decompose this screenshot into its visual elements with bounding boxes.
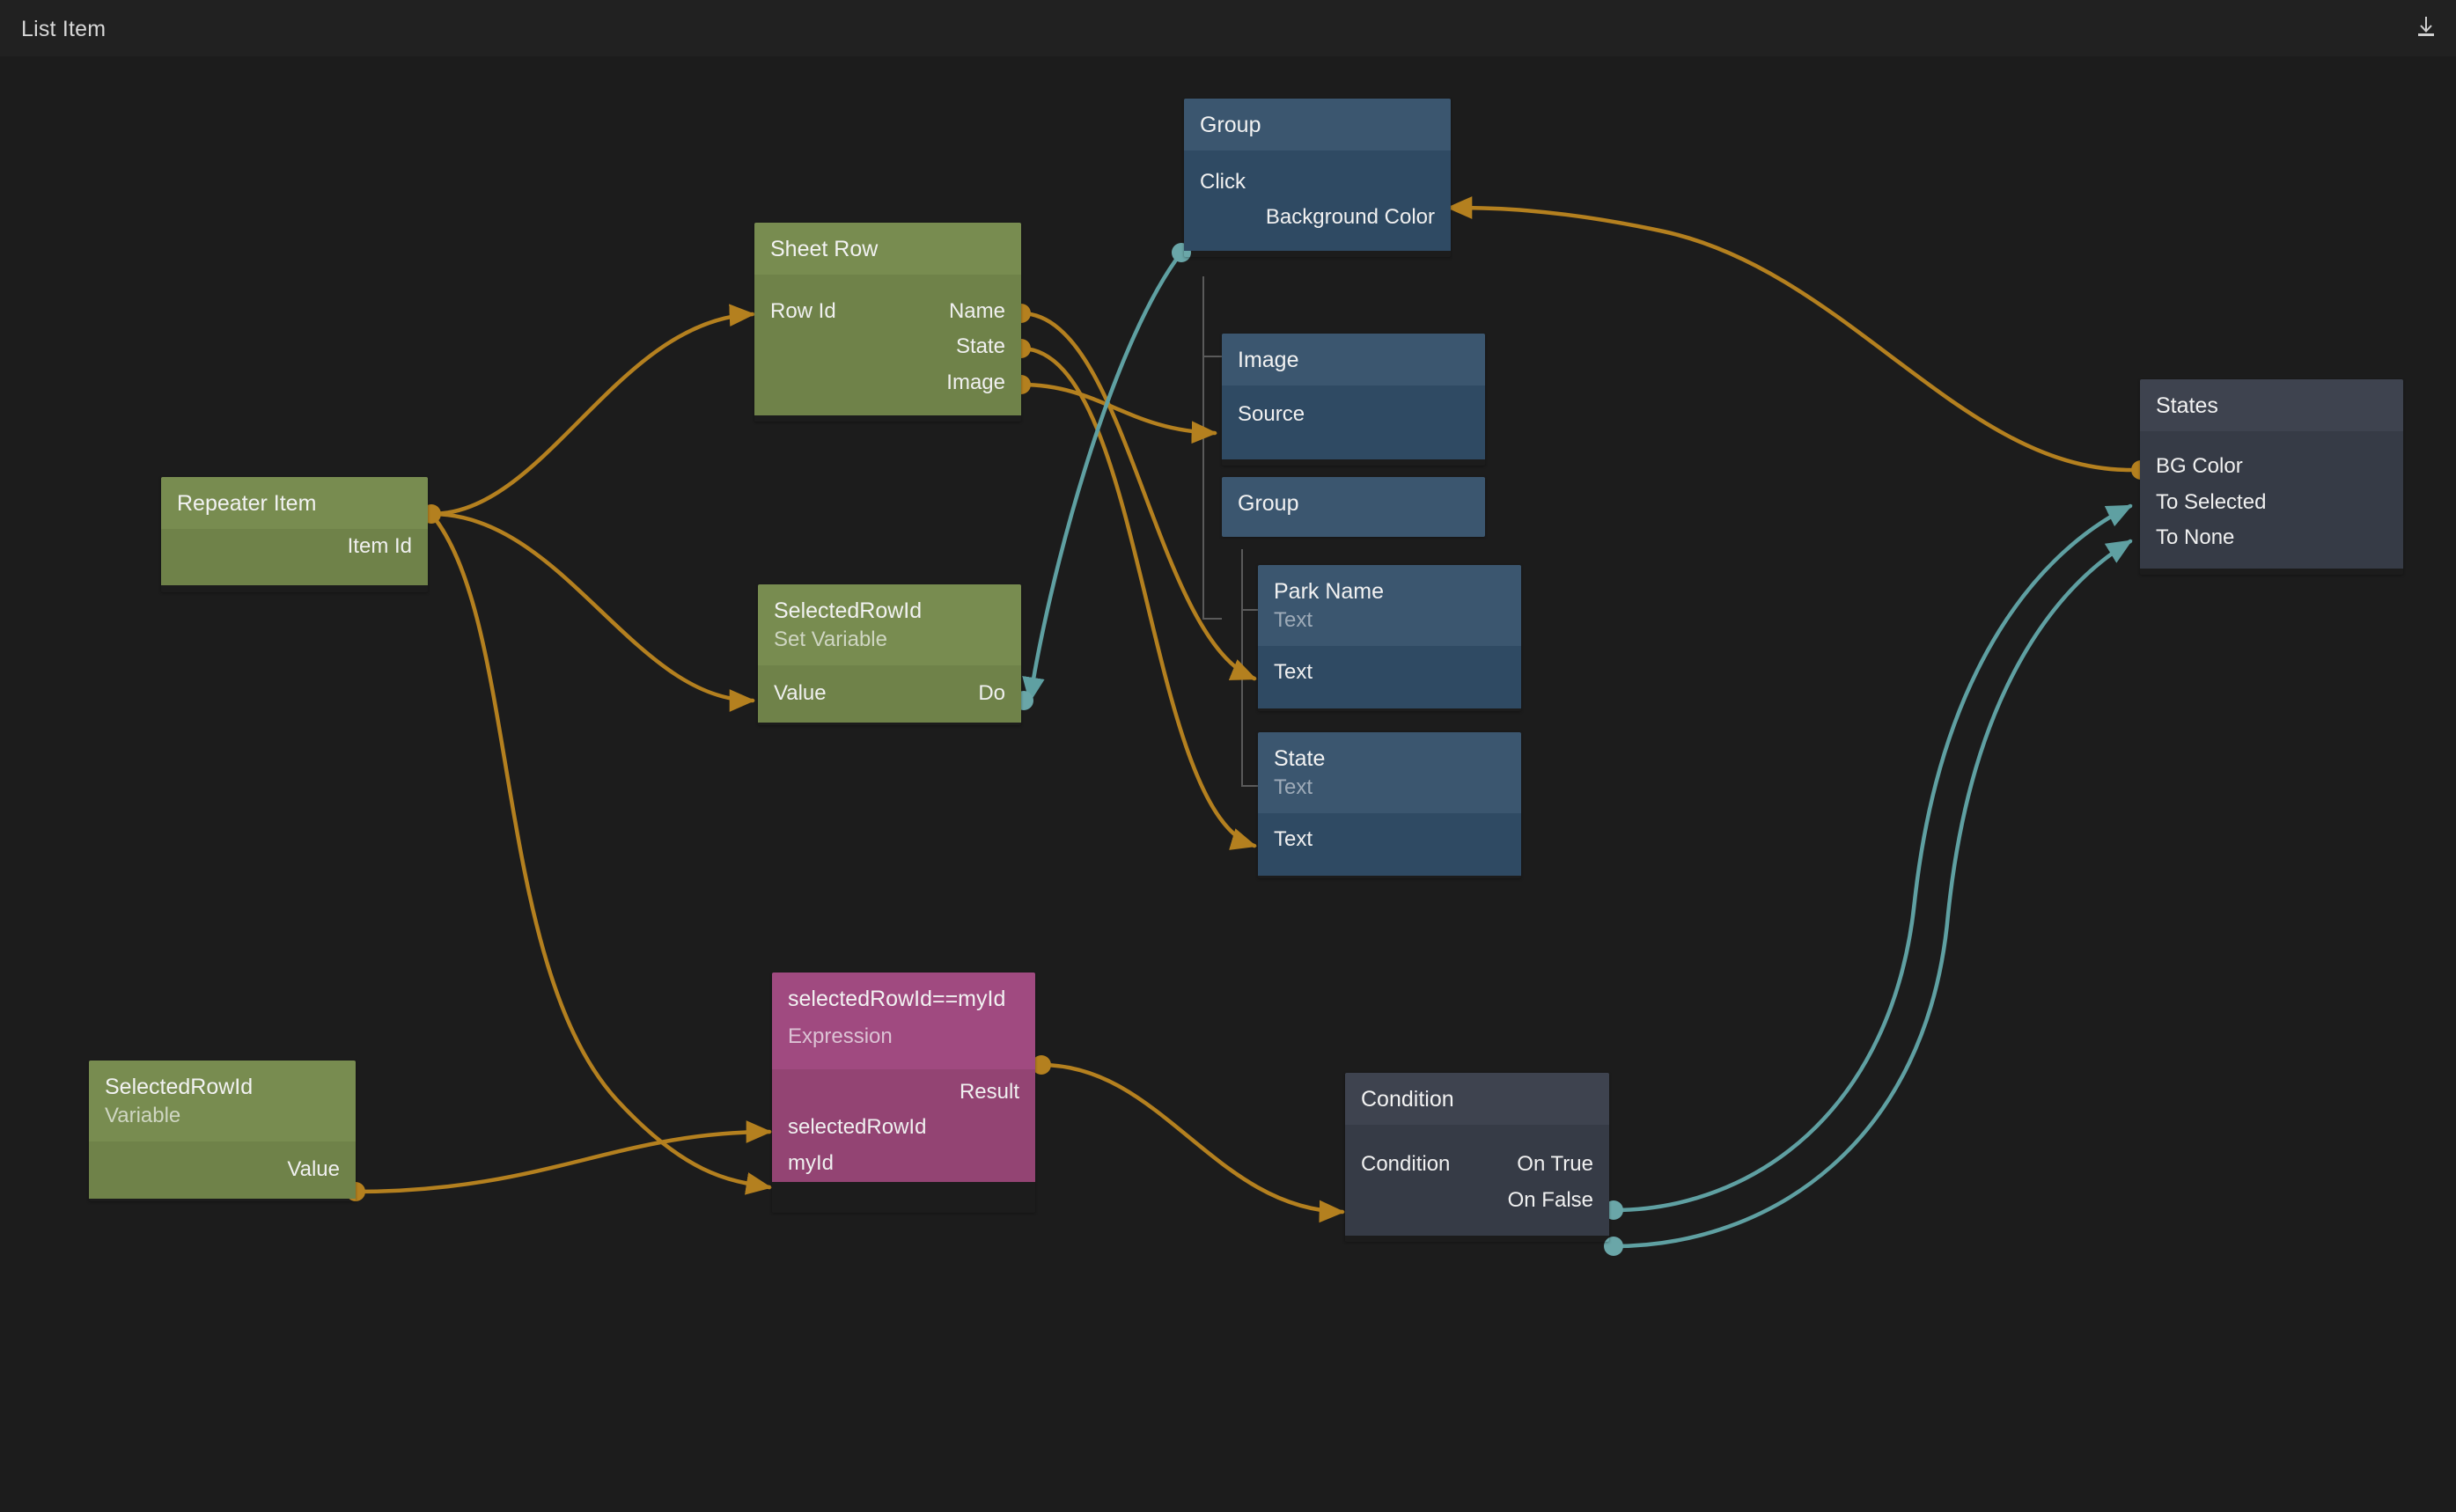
edge-result-to-condition (1039, 1062, 1345, 1223)
port-click[interactable]: Click (1200, 169, 1246, 194)
node-variable-selectedrowid[interactable]: SelectedRowId Variable Value (89, 1061, 356, 1201)
edge-onfalse-to-tonone (1611, 539, 2133, 1249)
node-subtitle: Text (1274, 774, 1313, 799)
edge-itemid-to-rowid (429, 304, 755, 517)
node-body: Row Id Name State Image (754, 274, 1021, 415)
node-state-text[interactable]: State Text Text (1258, 732, 1521, 878)
port-on-true[interactable]: On True (1517, 1151, 1593, 1176)
node-title: SelectedRowId (774, 598, 923, 623)
node-subtitle: Set Variable (774, 627, 887, 651)
port-text[interactable]: Text (1274, 826, 1313, 851)
port-row-id[interactable]: Row Id (770, 298, 836, 323)
node-title: Image (1238, 348, 1299, 372)
node-group-root[interactable]: Group Click Background Color (1184, 99, 1451, 257)
node-title: selectedRowId==myId (788, 987, 1006, 1011)
port-value[interactable]: Value (287, 1156, 340, 1181)
node-header: Park Name Text (1258, 565, 1521, 646)
node-title: Condition (1361, 1087, 1454, 1112)
node-body: Text (1258, 812, 1521, 876)
edge-itemid-to-expression-myid (429, 511, 772, 1195)
node-sheet-row[interactable]: Sheet Row Row Id Name State Image (754, 223, 1021, 422)
port-value[interactable]: Value (774, 680, 827, 705)
node-subtitle: Text (1274, 607, 1313, 632)
node-header: State Text (1258, 732, 1521, 813)
node-body: Item Id (161, 528, 428, 585)
node-title: Group (1200, 113, 1261, 137)
edge-ontrue-to-toselected (1611, 503, 2133, 1213)
node-body: BG Color To Selected To None (2140, 430, 2403, 569)
node-condition[interactable]: Condition Condition On True On False (1345, 1073, 1609, 1242)
node-body: Result selectedRowId myId (772, 1068, 1035, 1182)
node-title: Group (1238, 491, 1299, 516)
edge-image-to-image-source (1018, 382, 1217, 444)
node-title: States (2156, 393, 2218, 418)
node-body: Value Do (758, 664, 1021, 723)
node-header: Image (1222, 334, 1485, 385)
node-expression[interactable]: selectedRowId==myId Expression Result se… (772, 973, 1035, 1213)
node-states[interactable]: States BG Color To Selected To None (2140, 379, 2403, 575)
node-header: Repeater Item (161, 477, 428, 529)
port-state[interactable]: State (955, 334, 1005, 358)
port-itemid[interactable]: Item Id (347, 533, 412, 558)
port-name[interactable]: Name (948, 298, 1005, 323)
edge-layer (346, 196, 2151, 1256)
node-title: Repeater Item (177, 491, 317, 516)
port-source[interactable]: Source (1238, 401, 1305, 426)
node-header: States (2140, 379, 2403, 431)
port-selectedrowid[interactable]: selectedRowId (788, 1114, 927, 1139)
port-myid[interactable]: myId (788, 1150, 835, 1175)
edge-bgcolor-to-background-color (1446, 196, 2133, 473)
node-body: Click Background Color (1184, 150, 1451, 251)
node-subtitle: Expression (788, 1024, 893, 1048)
port-do[interactable]: Do (978, 680, 1005, 705)
graph-canvas[interactable]: Repeater Item Item Id Sheet Row Row Id N… (0, 56, 2456, 1512)
node-header: SelectedRowId Variable (89, 1061, 356, 1141)
port-on-false[interactable]: On False (1507, 1187, 1593, 1212)
node-repeater-item[interactable]: Repeater Item Item Id (161, 477, 428, 592)
port-bg-color[interactable]: BG Color (2156, 453, 2243, 478)
node-title: Park Name (1274, 579, 1385, 604)
node-title: State (1274, 746, 1326, 771)
port-to-none[interactable]: To None (2156, 525, 2235, 549)
port-background-color[interactable]: Background Color (1265, 204, 1435, 229)
breadcrumb[interactable]: List Item (21, 17, 107, 41)
node-group-inner[interactable]: Group (1222, 477, 1485, 537)
hierarchy-guide (1241, 549, 1243, 787)
node-header: Group (1222, 477, 1485, 537)
port-result[interactable]: Result (959, 1079, 1019, 1104)
edge-click-to-do (1022, 250, 1184, 703)
port-image[interactable]: Image (946, 370, 1005, 394)
node-subtitle: Variable (105, 1103, 181, 1127)
node-body: Source (1222, 385, 1485, 459)
node-header: Sheet Row (754, 223, 1021, 275)
node-body: Text (1258, 645, 1521, 708)
edge-name-to-parkname-text (1018, 311, 1257, 681)
hierarchy-guide (1202, 276, 1204, 620)
node-body: Condition On True On False (1345, 1124, 1609, 1236)
node-header: Condition (1345, 1073, 1609, 1125)
node-set-variable-selectedrowid[interactable]: SelectedRowId Set Variable Value Do (758, 584, 1021, 725)
node-title: Sheet Row (770, 237, 879, 261)
port-to-selected[interactable]: To Selected (2156, 489, 2267, 514)
hierarchy-guide (1202, 356, 1222, 357)
top-bar: List Item (0, 0, 2456, 56)
edge-variable-value-to-expression-selectedrowid (353, 1120, 772, 1194)
node-body: Value (89, 1141, 356, 1199)
edge-itemid-to-setvar-value (429, 511, 755, 712)
node-header: Group (1184, 99, 1451, 150)
node-title: SelectedRowId (105, 1075, 254, 1099)
hierarchy-guide (1202, 618, 1222, 620)
port-text[interactable]: Text (1274, 659, 1313, 684)
port-condition[interactable]: Condition (1361, 1151, 1451, 1176)
download-icon[interactable] (2407, 7, 2445, 46)
node-image[interactable]: Image Source (1222, 334, 1485, 466)
edge-state-to-state-text (1018, 346, 1257, 850)
node-park-name[interactable]: Park Name Text Text (1258, 565, 1521, 711)
node-header: SelectedRowId Set Variable (758, 584, 1021, 665)
node-header: selectedRowId==myId Expression (772, 973, 1035, 1069)
